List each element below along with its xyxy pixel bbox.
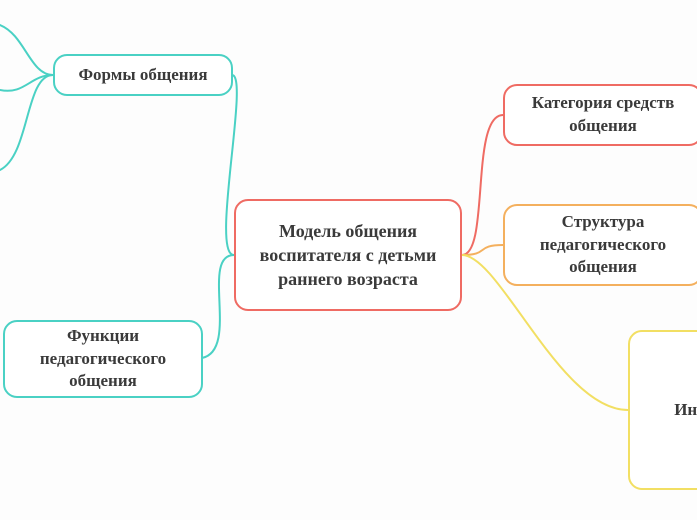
mindmap-canvas: { "background_color": "#fdfdfd", "font_f…: [0, 0, 697, 520]
node-category[interactable]: Категория средств общения: [503, 84, 697, 146]
node-forms[interactable]: Формы общения: [53, 54, 233, 96]
node-instrument-label: Инс…: [674, 399, 697, 422]
node-category-label: Категория средств общения: [519, 92, 687, 138]
node-structure[interactable]: Структура педагогического общения: [503, 204, 697, 286]
node-functions[interactable]: Функции педагогического общения: [3, 320, 203, 398]
node-root[interactable]: Модель общения воспитателя с детьми ранн…: [234, 199, 462, 311]
node-forms-label: Формы общения: [78, 64, 207, 87]
node-root-label: Модель общения воспитателя с детьми ранн…: [250, 219, 446, 292]
node-functions-label: Функции педагогического общения: [19, 325, 187, 394]
node-instrument[interactable]: Инс…: [628, 330, 697, 490]
node-structure-label: Структура педагогического общения: [519, 211, 687, 280]
